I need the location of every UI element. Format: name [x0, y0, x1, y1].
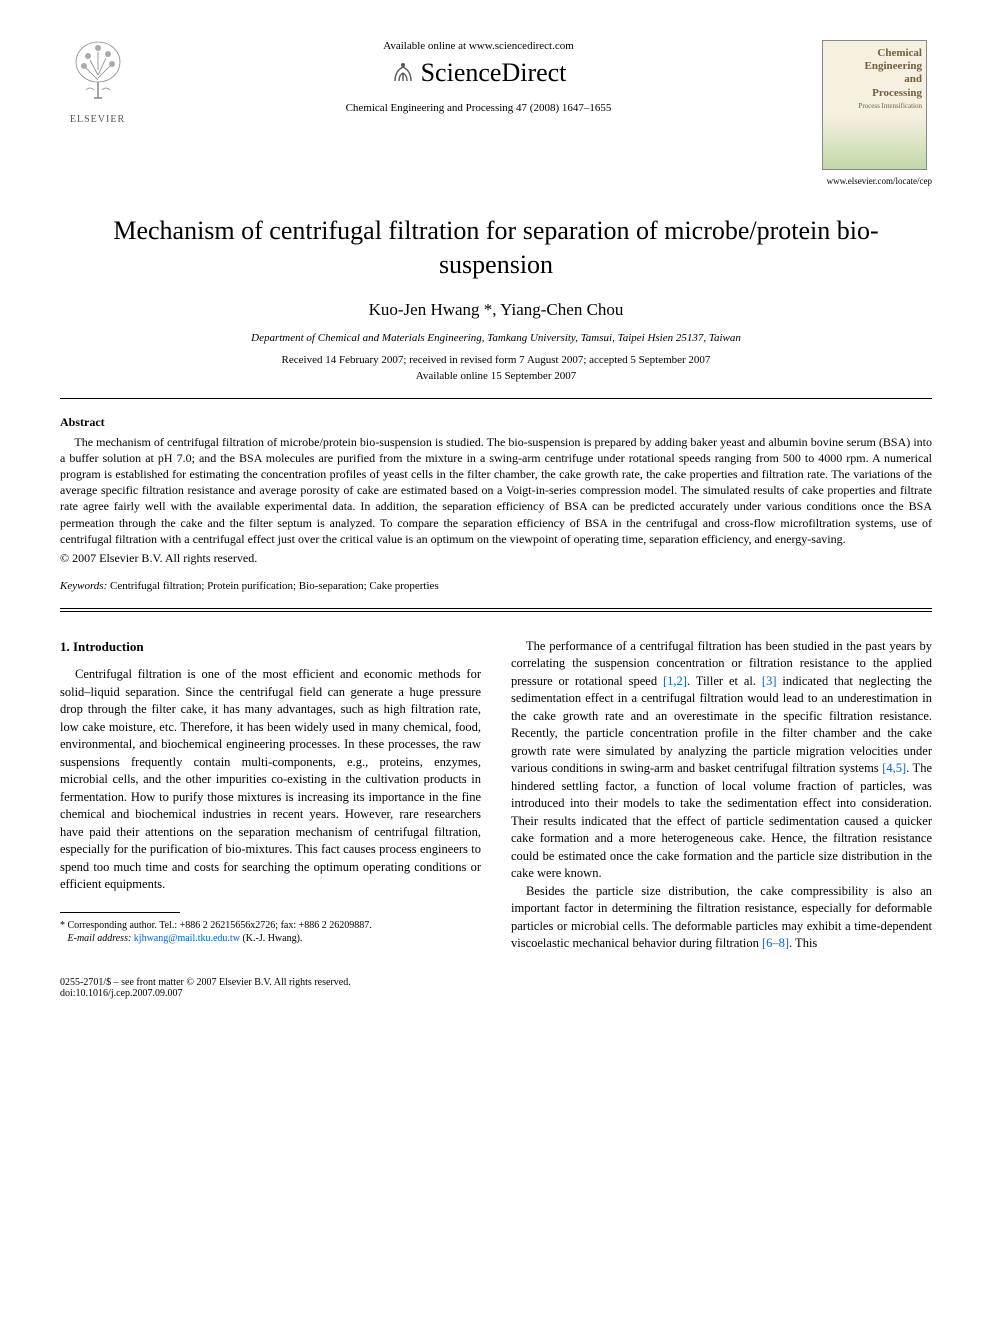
header-row: ELSEVIER Available online at www.science…	[60, 40, 932, 186]
p3-a: Besides the particle size distribution, …	[511, 884, 932, 951]
footnote-line1: * Corresponding author. Tel.: +886 2 262…	[60, 919, 481, 932]
journal-cover-block: Chemical Engineering and Processing Proc…	[822, 40, 932, 186]
footnote-separator	[60, 912, 180, 913]
cover-title-3: and	[827, 73, 922, 86]
footnote-line2: E-mail address: kjhwang@mail.tku.edu.tw …	[60, 932, 481, 945]
abstract-copyright: © 2007 Elsevier B.V. All rights reserved…	[60, 551, 932, 566]
sciencedirect-text: ScienceDirect	[421, 58, 567, 88]
authors: Kuo-Jen Hwang *, Yiang-Chen Chou	[60, 300, 932, 320]
footer-left: 0255-2701/$ – see front matter © 2007 El…	[60, 977, 351, 999]
ref-link-4-5[interactable]: [4,5]	[882, 761, 906, 775]
keywords-text: Centrifugal filtration; Protein purifica…	[110, 580, 439, 592]
keywords-line: Keywords: Centrifugal filtration; Protei…	[60, 580, 932, 592]
elsevier-logo-block: ELSEVIER	[60, 40, 135, 125]
article-title: Mechanism of centrifugal filtration for …	[60, 214, 932, 282]
email-label: E-mail address:	[68, 933, 132, 944]
page-footer: 0255-2701/$ – see front matter © 2007 El…	[60, 977, 932, 999]
dates-line2: Available online 15 September 2007	[60, 370, 932, 382]
section-1-heading: 1. Introduction	[60, 638, 481, 656]
journal-cover-image: Chemical Engineering and Processing Proc…	[822, 40, 927, 170]
column-left: 1. Introduction Centrifugal filtration i…	[60, 638, 481, 953]
cover-title-1: Chemical	[827, 47, 922, 60]
abstract-block: Abstract The mechanism of centrifugal fi…	[60, 415, 932, 566]
column-right: The performance of a centrifugal filtrat…	[511, 638, 932, 953]
p2-c: indicated that neglecting the sedimentat…	[511, 674, 932, 776]
p2-b: . Tiller et al.	[687, 674, 762, 688]
rule-above-abstract	[60, 398, 932, 399]
abstract-heading: Abstract	[60, 415, 932, 430]
p2-d: . The hindered settling factor, a functi…	[511, 761, 932, 880]
available-online-text: Available online at www.sciencedirect.co…	[155, 40, 802, 52]
corresponding-author-footnote: * Corresponding author. Tel.: +886 2 262…	[60, 919, 481, 945]
footer-doi: doi:10.1016/j.cep.2007.09.007	[60, 988, 351, 999]
abstract-text: The mechanism of centrifugal filtration …	[60, 434, 932, 547]
cover-subtitle: Process Intensification	[827, 102, 922, 110]
sciencedirect-icon	[391, 61, 415, 85]
elsevier-label: ELSEVIER	[60, 114, 135, 125]
cover-title-2: Engineering	[827, 60, 922, 73]
email-suffix: (K.-J. Hwang).	[242, 933, 302, 944]
dates-line1: Received 14 February 2007; received in r…	[60, 354, 932, 366]
ref-link-3[interactable]: [3]	[762, 674, 777, 688]
keywords-label: Keywords:	[60, 580, 107, 592]
ref-link-6-8[interactable]: [6–8]	[762, 936, 789, 950]
email-address[interactable]: kjhwang@mail.tku.edu.tw	[134, 933, 240, 944]
sciencedirect-logo: ScienceDirect	[155, 58, 802, 88]
rule-below-keywords	[60, 608, 932, 612]
journal-citation: Chemical Engineering and Processing 47 (…	[155, 102, 802, 114]
intro-para-3: Besides the particle size distribution, …	[511, 883, 932, 953]
body-columns: 1. Introduction Centrifugal filtration i…	[60, 638, 932, 953]
affiliation: Department of Chemical and Materials Eng…	[60, 332, 932, 344]
header-center: Available online at www.sciencedirect.co…	[135, 40, 822, 114]
intro-para-1: Centrifugal filtration is one of the mos…	[60, 666, 481, 894]
ref-link-1-2[interactable]: [1,2]	[663, 674, 687, 688]
footer-copyright: 0255-2701/$ – see front matter © 2007 El…	[60, 977, 351, 988]
intro-para-2: The performance of a centrifugal filtrat…	[511, 638, 932, 883]
elsevier-tree-icon	[68, 40, 128, 105]
cover-title-4: Processing	[827, 87, 922, 100]
p3-b: . This	[789, 936, 817, 950]
journal-url: www.elsevier.com/locate/cep	[822, 176, 932, 186]
